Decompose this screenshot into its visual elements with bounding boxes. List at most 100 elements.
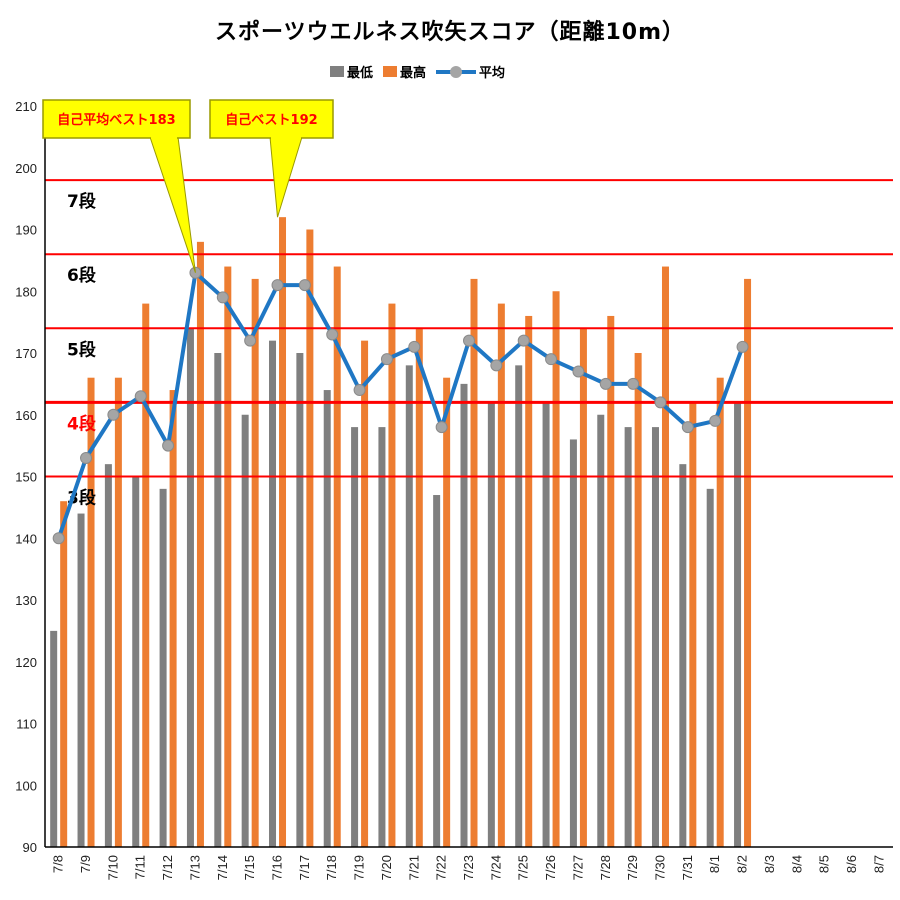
avg-marker [354, 385, 365, 396]
bar-min [570, 439, 577, 847]
bar-max [744, 279, 751, 847]
bar-max [170, 390, 177, 847]
callout-join [151, 136, 177, 139]
bar-min [378, 427, 385, 847]
x-tick-label: 8/5 [817, 855, 832, 873]
avg-marker [655, 397, 666, 408]
x-tick-label: 8/2 [735, 855, 750, 873]
y-tick-label: 130 [15, 593, 37, 608]
avg-marker [464, 335, 475, 346]
x-tick-label: 7/30 [652, 855, 667, 880]
callout-join [271, 136, 301, 139]
y-tick-label: 190 [15, 223, 37, 238]
avg-marker [682, 422, 693, 433]
y-tick-label: 170 [15, 346, 37, 361]
bar-max [115, 378, 122, 847]
bar-max [662, 267, 669, 847]
avg-marker [53, 533, 64, 544]
y-tick-label: 180 [15, 284, 37, 299]
x-tick-label: 8/7 [871, 855, 886, 873]
bar-max [689, 402, 696, 847]
dan-label: 4段 [67, 413, 96, 434]
x-tick-label: 8/1 [707, 855, 722, 873]
bar-max [60, 501, 67, 847]
bar-min [597, 415, 604, 847]
x-tick-label: 7/25 [516, 855, 531, 880]
dan-label: 6段 [67, 265, 96, 286]
x-tick-label: 7/28 [598, 855, 613, 880]
y-tick-label: 210 [15, 99, 37, 114]
callout-pointer [150, 137, 195, 273]
bar-max [471, 279, 478, 847]
bar-min [515, 365, 522, 847]
x-tick-label: 8/3 [762, 855, 777, 873]
x-tick-label: 7/13 [187, 855, 202, 880]
x-tick-label: 7/8 [51, 855, 66, 873]
y-tick-label: 150 [15, 470, 37, 485]
x-tick-label: 8/6 [844, 855, 859, 873]
bar-min [50, 631, 57, 847]
dan-label: 5段 [67, 339, 96, 360]
bar-max [279, 217, 286, 847]
avg-marker [272, 280, 283, 291]
x-tick-label: 7/10 [105, 855, 120, 880]
x-tick-label: 7/12 [160, 855, 175, 880]
bar-max [498, 304, 505, 847]
bar-min [78, 514, 85, 847]
bar-min [652, 427, 659, 847]
avg-marker [81, 452, 92, 463]
bar-min [324, 390, 331, 847]
avg-marker [245, 335, 256, 346]
x-tick-label: 7/9 [78, 855, 93, 873]
bar-max [388, 304, 395, 847]
x-tick-label: 8/4 [789, 855, 804, 873]
x-tick-label: 7/19 [352, 855, 367, 880]
avg-marker [628, 378, 639, 389]
x-tick-label: 7/24 [488, 855, 503, 880]
bar-min [543, 402, 550, 847]
bar-min [707, 489, 714, 847]
avg-marker [710, 415, 721, 426]
callout-pointer [270, 137, 302, 217]
x-tick-label: 7/16 [270, 855, 285, 880]
bar-max [580, 328, 587, 847]
bar-min [242, 415, 249, 847]
avg-marker [491, 360, 502, 371]
x-tick-label: 7/15 [242, 855, 257, 880]
bar-min [488, 402, 495, 847]
bar-max [306, 230, 313, 848]
avg-marker [573, 366, 584, 377]
bar-max [197, 242, 204, 847]
bar-max [553, 291, 560, 847]
x-tick-label: 7/21 [406, 855, 421, 880]
bar-max [224, 267, 231, 847]
avg-marker [409, 341, 420, 352]
bar-max [443, 378, 450, 847]
bar-max [607, 316, 614, 847]
bar-max [635, 353, 642, 847]
avg-marker [108, 409, 119, 420]
callout-text: 自己ベスト192 [225, 112, 317, 128]
bar-max [142, 304, 149, 847]
avg-marker [518, 335, 529, 346]
bar-min [269, 341, 276, 847]
y-tick-label: 140 [15, 531, 37, 546]
x-tick-label: 7/14 [215, 855, 230, 880]
avg-marker [163, 440, 174, 451]
x-tick-label: 7/18 [324, 855, 339, 880]
x-tick-label: 7/23 [461, 855, 476, 880]
y-tick-label: 160 [15, 408, 37, 423]
x-tick-label: 7/31 [680, 855, 695, 880]
avg-marker [436, 422, 447, 433]
bar-min [351, 427, 358, 847]
bar-min [433, 495, 440, 847]
bar-min [296, 353, 303, 847]
avg-marker [381, 354, 392, 365]
x-tick-label: 7/20 [379, 855, 394, 880]
bar-max [416, 328, 423, 847]
avg-marker [299, 280, 310, 291]
bar-min [679, 464, 686, 847]
bar-min [187, 328, 194, 847]
bar-max [252, 279, 259, 847]
dan-label: 7段 [67, 191, 96, 212]
